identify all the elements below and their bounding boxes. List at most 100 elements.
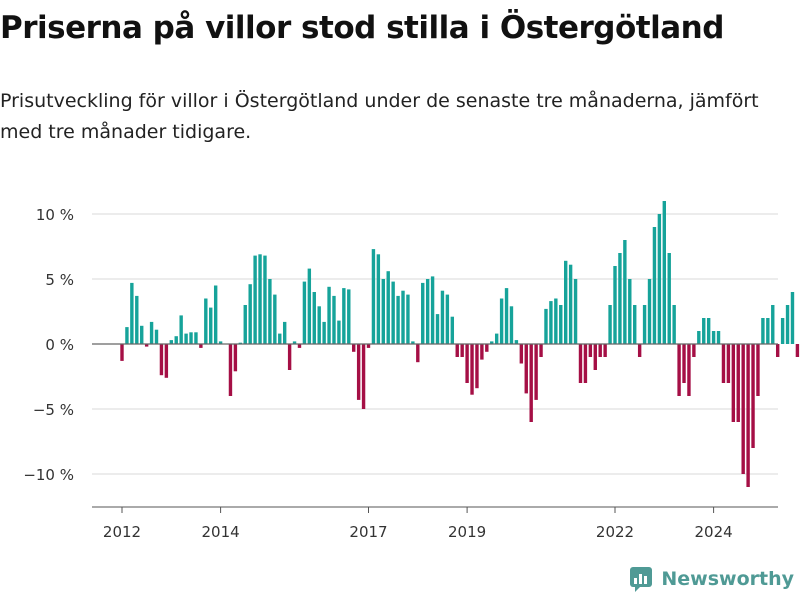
bar xyxy=(149,321,154,344)
bar xyxy=(292,341,297,344)
bar xyxy=(386,271,390,344)
bar xyxy=(667,253,671,344)
bar xyxy=(356,344,361,400)
bar xyxy=(662,201,666,344)
bar xyxy=(706,318,711,344)
bar xyxy=(711,331,716,344)
bar xyxy=(475,344,479,389)
brand-name: Newsworthy xyxy=(661,568,794,590)
bar xyxy=(514,340,519,344)
bar xyxy=(194,332,198,344)
bar xyxy=(233,344,238,372)
bar xyxy=(312,292,316,344)
bar xyxy=(697,331,701,344)
bar xyxy=(485,344,489,352)
bar xyxy=(209,307,213,344)
x-tick-label: 2019 xyxy=(448,523,486,541)
bar xyxy=(608,305,612,344)
x-tick-label: 2017 xyxy=(349,523,387,541)
bar xyxy=(371,249,376,344)
bar xyxy=(322,321,326,344)
bar xyxy=(652,227,657,344)
bar xyxy=(637,344,642,357)
bar xyxy=(766,318,770,344)
bar xyxy=(628,279,632,344)
chart-title: Priserna på villor stod stilla i Östergö… xyxy=(0,10,724,46)
y-tick-label: −10 % xyxy=(23,466,74,484)
bar xyxy=(573,279,578,344)
bar xyxy=(435,314,440,344)
bar xyxy=(278,333,282,344)
x-tick-label: 2022 xyxy=(596,523,634,541)
bar xyxy=(672,305,676,344)
bar xyxy=(623,240,627,344)
x-tick-label: 2012 xyxy=(103,523,141,541)
bar xyxy=(135,295,139,344)
bar xyxy=(657,214,662,344)
bar xyxy=(490,341,494,344)
bar xyxy=(613,266,617,344)
x-tick-label: 2024 xyxy=(695,523,733,541)
bar xyxy=(204,298,208,344)
bar xyxy=(568,264,573,344)
bar xyxy=(243,305,247,344)
bar xyxy=(282,321,287,344)
bar xyxy=(702,318,706,344)
bar xyxy=(406,294,410,344)
bar xyxy=(218,341,223,344)
bar xyxy=(297,344,302,348)
bar xyxy=(554,298,558,344)
bar xyxy=(159,344,164,376)
bar xyxy=(342,288,346,344)
bar xyxy=(130,282,134,344)
bar xyxy=(273,294,277,344)
bar xyxy=(633,305,637,344)
bar xyxy=(327,286,331,344)
bar xyxy=(248,284,252,344)
bar xyxy=(721,344,726,383)
bar xyxy=(756,344,760,396)
bar xyxy=(598,344,602,357)
bar xyxy=(401,290,405,344)
bar xyxy=(125,327,129,344)
bar xyxy=(544,308,548,344)
bar xyxy=(184,333,188,344)
bar xyxy=(154,329,159,344)
bar xyxy=(376,254,381,344)
bar xyxy=(509,306,514,344)
bar xyxy=(164,344,169,378)
bar xyxy=(302,281,307,344)
bar xyxy=(726,344,731,383)
bar xyxy=(785,305,790,344)
y-tick-label: 10 % xyxy=(36,206,74,224)
bar xyxy=(499,298,504,344)
bar xyxy=(213,285,218,344)
bar xyxy=(771,305,775,344)
bar xyxy=(317,306,321,344)
bar xyxy=(253,255,257,344)
bar xyxy=(470,344,474,395)
bar xyxy=(529,344,533,422)
bar xyxy=(189,332,193,344)
bar xyxy=(421,282,425,344)
bar xyxy=(593,344,597,370)
bar xyxy=(140,325,144,344)
bar xyxy=(174,336,178,344)
x-tick-label: 2014 xyxy=(202,523,240,541)
bar xyxy=(169,340,173,344)
y-tick-label: 5 % xyxy=(45,271,74,289)
bar xyxy=(583,344,588,383)
bar xyxy=(258,254,262,344)
bar xyxy=(559,305,563,344)
bar xyxy=(425,279,430,344)
bar xyxy=(682,344,686,383)
newsworthy-icon xyxy=(630,567,653,592)
bar xyxy=(120,344,124,361)
bar xyxy=(647,279,652,344)
bar xyxy=(440,290,445,344)
bar xyxy=(534,344,538,400)
bar xyxy=(263,255,267,344)
bar xyxy=(780,318,785,344)
bar xyxy=(746,344,750,487)
bar xyxy=(751,344,755,448)
